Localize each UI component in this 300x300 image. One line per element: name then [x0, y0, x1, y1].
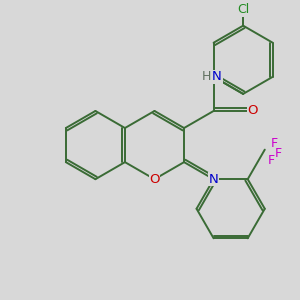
Text: F: F — [271, 137, 278, 150]
Text: N: N — [212, 70, 222, 83]
Text: F: F — [268, 154, 275, 167]
Text: H: H — [201, 70, 211, 83]
Text: Cl: Cl — [237, 3, 249, 16]
Text: O: O — [248, 104, 258, 118]
Text: O: O — [149, 173, 160, 186]
Text: N: N — [209, 173, 218, 186]
Text: F: F — [275, 147, 282, 160]
